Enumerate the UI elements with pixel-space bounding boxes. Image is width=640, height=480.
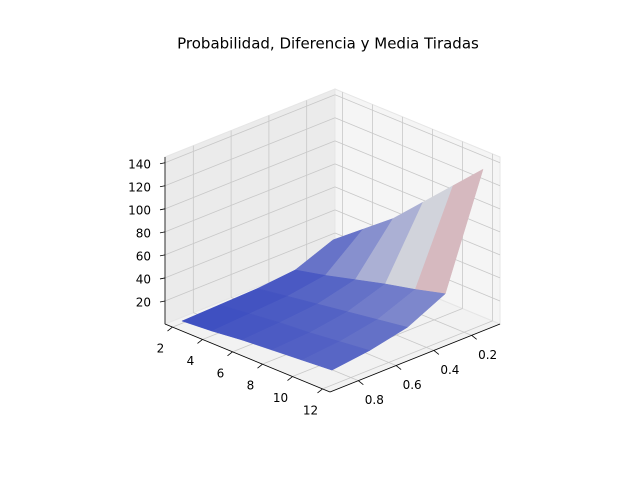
y-tick <box>358 380 364 385</box>
x-axis-line <box>164 323 331 393</box>
grid-line <box>164 94 336 164</box>
x-tick <box>167 326 173 332</box>
x-tick-label: 10 <box>273 391 288 405</box>
x-tick <box>287 376 293 381</box>
x-tick-label: 6 <box>217 366 225 380</box>
grid-line <box>334 163 501 233</box>
z-tick-label: 20 <box>136 295 151 309</box>
grid-line <box>164 140 336 210</box>
y-tick-label: 0.8 <box>365 393 384 407</box>
grid-line <box>164 117 336 187</box>
grid-line <box>164 209 336 279</box>
z-tick-label: 80 <box>136 226 151 240</box>
z-tick <box>159 208 166 211</box>
z-tick-label: 140 <box>128 157 151 171</box>
z-tick <box>159 162 166 165</box>
x-tick <box>317 388 323 394</box>
z-tick <box>159 254 166 257</box>
y-tick <box>433 350 440 355</box>
grid-line <box>164 163 336 233</box>
z-tick-label: 40 <box>136 272 151 286</box>
z-tick-label: 60 <box>136 249 151 263</box>
z-tick-label: 120 <box>128 180 151 194</box>
grid-line <box>334 94 501 164</box>
x-tick-label: 8 <box>247 379 255 393</box>
x-tick <box>257 363 263 369</box>
y-tick-label: 0.2 <box>478 348 497 362</box>
y-tick <box>395 365 402 370</box>
z-tick <box>159 231 166 234</box>
x-tick-label: 12 <box>303 403 318 417</box>
z-tick <box>159 185 166 188</box>
x-tick-label: 4 <box>187 354 195 368</box>
chart-title: Probabilidad, Diferencia y Media Tiradas <box>177 35 479 53</box>
x-tick <box>227 351 233 357</box>
grid-line <box>334 117 501 187</box>
x-tick-label: 2 <box>157 342 165 356</box>
z-tick-label: 100 <box>128 203 151 217</box>
y-tick-label: 0.6 <box>403 378 422 392</box>
y-tick <box>471 335 477 340</box>
x-tick <box>197 339 203 344</box>
z-tick <box>159 300 166 303</box>
grid-line <box>164 232 336 302</box>
surface-patch <box>301 341 371 371</box>
y-axis-line <box>329 323 501 393</box>
grid-line <box>164 186 336 256</box>
z-tick <box>159 277 166 280</box>
y-tick-label: 0.4 <box>440 363 459 377</box>
